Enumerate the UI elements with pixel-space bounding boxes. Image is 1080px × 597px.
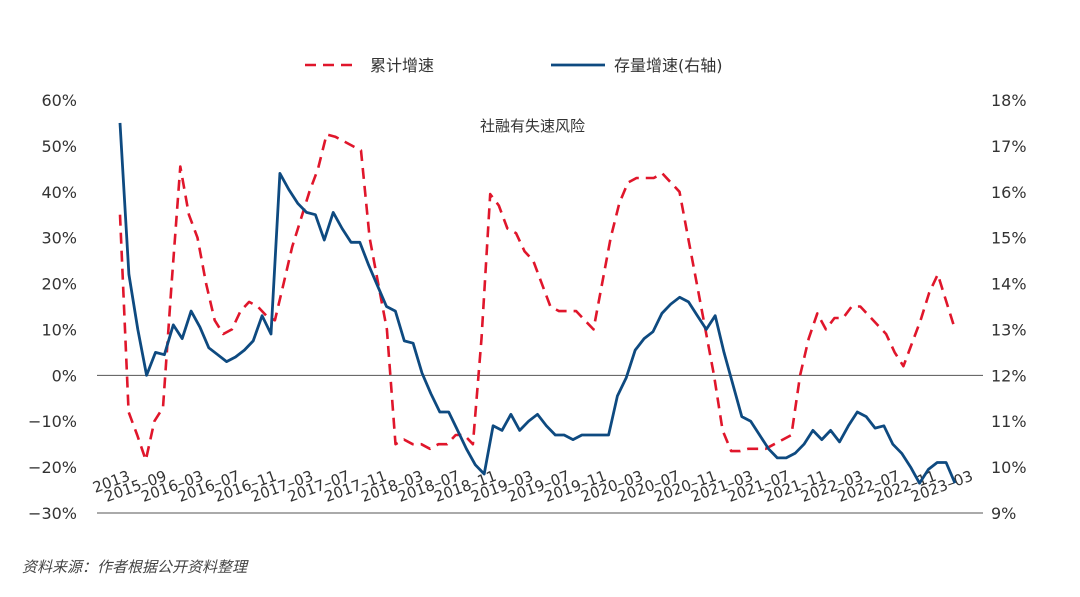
- right-tick-label: 16%: [991, 183, 1027, 202]
- left-tick-label: 20%: [41, 275, 77, 294]
- left-tick-label: −30%: [28, 504, 77, 523]
- left-tick-label: 10%: [41, 320, 77, 339]
- left-tick-label: −20%: [28, 458, 77, 477]
- right-axis: 18% 17% 16% 15% 14% 13% 12% 11% 10% 9%: [991, 91, 1027, 523]
- chart-annotation: 社融有失速风险: [480, 117, 585, 135]
- series-line-stock: [118, 122, 957, 485]
- left-tick-label: 30%: [41, 229, 77, 248]
- right-tick-label: 17%: [991, 137, 1027, 156]
- left-tick-label: −10%: [28, 412, 77, 431]
- right-tick-label: 12%: [991, 366, 1027, 385]
- legend-label-cumulative: 累计增速: [370, 56, 434, 75]
- left-tick-label: 40%: [41, 183, 77, 202]
- right-tick-label: 10%: [991, 458, 1027, 477]
- right-tick-label: 9%: [991, 504, 1016, 523]
- axes: [97, 374, 983, 514]
- series-layer: [118, 122, 957, 485]
- x-axis: 20132015–092016–032016–072016–112017–032…: [90, 467, 975, 506]
- left-tick-label: 60%: [41, 91, 77, 110]
- right-tick-label: 14%: [991, 275, 1027, 294]
- legend-label-stock: 存量增速(右轴): [614, 56, 723, 75]
- left-tick-label: 0%: [52, 366, 77, 385]
- right-tick-label: 18%: [991, 91, 1027, 110]
- right-tick-label: 15%: [991, 229, 1027, 248]
- left-axis: 60% 50% 40% 30% 20% 10% 0% −10% −20% −30%: [28, 91, 77, 523]
- right-tick-label: 13%: [991, 320, 1027, 339]
- right-tick-label: 11%: [991, 412, 1027, 431]
- left-tick-label: 50%: [41, 137, 77, 156]
- chart: 累计增速 存量增速(右轴) 社融有失速风险 60% 50% 40% 30% 20% 10%…: [28, 56, 1027, 523]
- source-note: 资料来源：作者根据公开资料整理: [22, 558, 248, 576]
- series-line-cumulative: [118, 133, 957, 462]
- legend: 累计增速 存量增速(右轴): [305, 56, 723, 75]
